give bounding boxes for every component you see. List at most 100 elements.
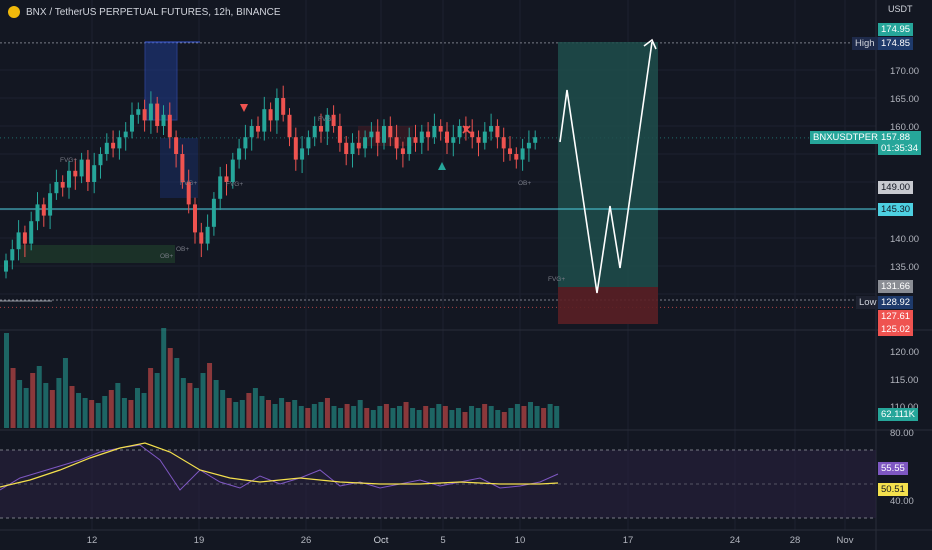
volume-bar <box>285 402 291 428</box>
level-149-tag: 149.00 <box>878 181 914 194</box>
volume-bar <box>521 406 527 428</box>
volume-bar <box>36 366 42 428</box>
volume-bar <box>121 398 127 428</box>
fvg-label: FVG+ <box>60 157 77 164</box>
candle-body <box>230 159 235 182</box>
candle-body <box>319 126 323 132</box>
volume-bar <box>370 410 376 428</box>
candle-body <box>287 114 292 138</box>
stop-zone <box>558 287 658 324</box>
ob-label: OB+ <box>176 246 189 253</box>
zones <box>0 41 876 324</box>
candle-body <box>482 131 487 143</box>
volume-bar <box>508 408 514 428</box>
volume-bar <box>259 396 265 428</box>
volume-tag: 62.111K <box>878 408 918 421</box>
volume-bar <box>410 408 416 428</box>
time-label-10: 10 <box>514 535 526 546</box>
chart-header: BNX / TetherUS PERPETUAL FUTURES, 12h, B… <box>8 6 281 18</box>
ob-label: OB+ <box>160 253 173 260</box>
candle-body <box>249 126 254 138</box>
candle-body <box>337 126 342 143</box>
candle-body <box>237 148 242 160</box>
volume-bar <box>403 402 409 428</box>
candle-body <box>67 170 71 188</box>
volume-bar <box>423 406 429 428</box>
candle-body <box>4 260 8 272</box>
candle-body <box>22 232 27 244</box>
volume-bar <box>383 404 389 428</box>
candle-body <box>394 137 399 149</box>
candle-body <box>117 137 122 149</box>
level-125-tag: 125.02 <box>878 323 914 336</box>
candle-body <box>413 137 418 143</box>
candle-body <box>501 137 506 149</box>
candle-body <box>98 154 103 166</box>
volume-bar <box>180 378 186 428</box>
volume-bar <box>541 408 547 428</box>
candle-body <box>79 159 84 177</box>
candle-body <box>148 103 153 121</box>
candle-body <box>35 204 40 222</box>
volume-bar <box>115 383 121 428</box>
sell-signal-icon <box>240 104 248 112</box>
rsi-ma-line <box>0 442 559 488</box>
volume-bar <box>495 410 501 428</box>
candle-body <box>199 232 204 244</box>
candle-body <box>533 137 538 143</box>
volume-bar <box>298 406 304 428</box>
volume-bar <box>501 412 507 428</box>
volume-bar <box>200 373 206 428</box>
candle-body <box>520 148 525 160</box>
candle-body <box>457 126 462 138</box>
candle-body <box>123 131 128 138</box>
candle-body <box>300 148 305 160</box>
volume-bar <box>167 348 173 428</box>
candle-body <box>268 109 273 121</box>
volume-bar <box>226 398 232 428</box>
volume-bar <box>292 400 298 428</box>
price-tick-170: 170.00 <box>890 66 920 77</box>
price-tag-top: 174.95 <box>878 23 914 36</box>
candle-body <box>306 137 311 149</box>
low-value-tag: 128.92 <box>878 296 914 309</box>
candle-body <box>10 249 15 261</box>
volume-bar <box>390 408 396 428</box>
volume-bar <box>95 403 101 428</box>
volume-bar <box>252 388 258 428</box>
rsi-ma-tag: 50.51 <box>878 483 908 496</box>
volume-bar <box>108 390 114 428</box>
fvg-label: FVG+ <box>226 181 243 188</box>
candle-body <box>29 221 34 244</box>
volume-bar <box>318 402 324 428</box>
high-label: High <box>852 37 878 50</box>
ob-label: OB+ <box>518 180 531 187</box>
volume-bar <box>449 410 455 428</box>
volume-bar <box>266 400 271 428</box>
level-127-tag: 127.61 <box>878 310 914 323</box>
time-label-24: 24 <box>729 535 741 546</box>
time-label-5: 5 <box>440 535 446 546</box>
candle-body <box>60 182 65 188</box>
volume-bar <box>357 400 363 428</box>
candle-body <box>476 137 481 143</box>
last-price-tag: 157.88 01:35:34 <box>878 131 921 155</box>
candle-body <box>325 114 330 132</box>
volume-bar <box>23 388 29 428</box>
fvg-minus-label: FVG- <box>318 116 334 123</box>
volume-bar <box>246 393 252 428</box>
volume-bar <box>272 404 278 428</box>
candle-body <box>142 109 147 121</box>
volume-bar <box>154 373 160 428</box>
candle-body <box>205 226 210 244</box>
volume-bar <box>377 406 383 428</box>
price-tick-160: 160.00 <box>890 122 920 133</box>
volume-bars <box>4 328 560 428</box>
volume-bar <box>161 328 167 428</box>
candle-body <box>508 148 512 154</box>
candle-body <box>180 154 185 182</box>
time-label-17: 17 <box>622 535 634 546</box>
last-price: 157.88 <box>881 132 911 143</box>
candle-body <box>167 114 172 138</box>
